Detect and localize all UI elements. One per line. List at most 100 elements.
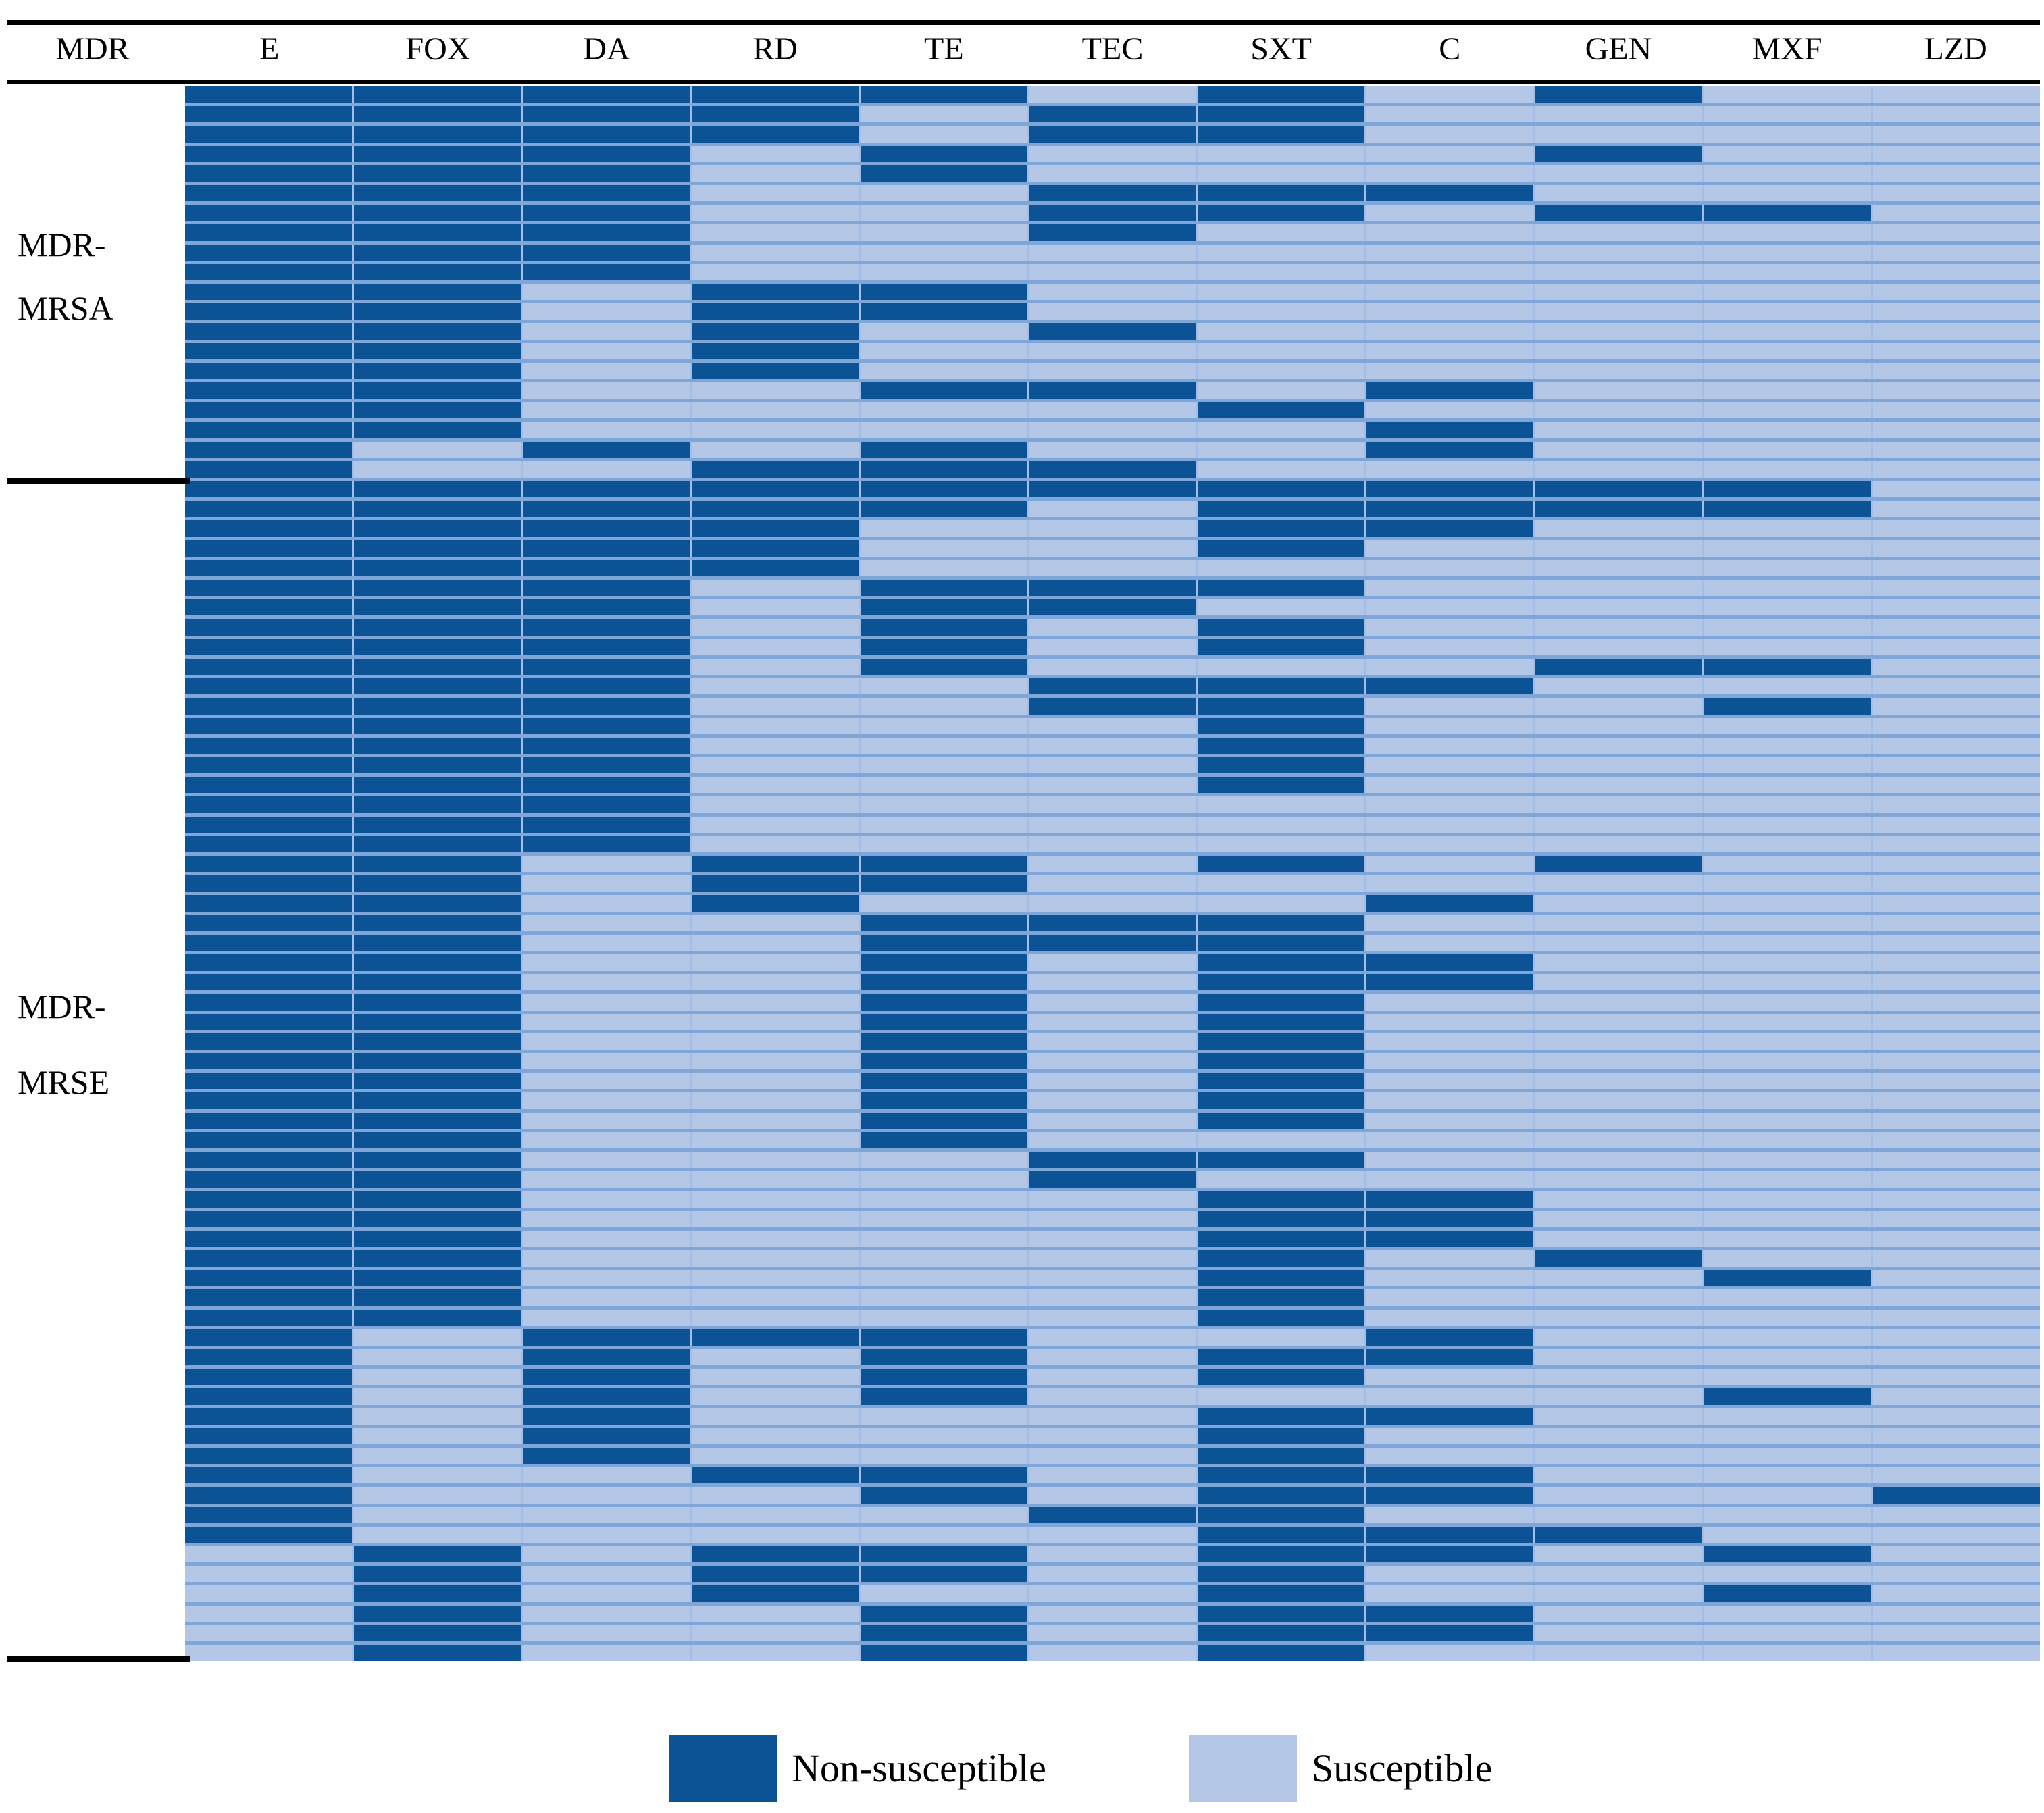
cell-susceptible bbox=[1873, 757, 2040, 774]
heatmap-row-mdr-mrse bbox=[185, 1052, 2040, 1070]
cell-non-susceptible bbox=[1198, 1033, 1365, 1050]
cell-non-susceptible bbox=[185, 205, 352, 222]
cell-susceptible bbox=[1029, 1329, 1196, 1346]
cell-susceptible bbox=[1366, 796, 1534, 813]
cell-susceptible bbox=[1366, 1171, 1534, 1188]
cell-non-susceptible bbox=[185, 559, 352, 577]
heatmap-row-mdr-mrsa bbox=[185, 185, 2040, 202]
cell-susceptible bbox=[860, 1230, 1027, 1247]
cell-susceptible bbox=[691, 638, 859, 655]
cell-non-susceptible bbox=[522, 619, 690, 636]
cell-non-susceptible bbox=[1198, 954, 1365, 971]
cell-susceptible bbox=[1704, 1289, 1872, 1306]
heatmap-row-mdr-mrse bbox=[185, 816, 2040, 833]
cell-susceptible bbox=[1366, 757, 1534, 774]
cell-non-susceptible bbox=[1198, 1073, 1365, 1090]
cell-susceptible bbox=[860, 1151, 1027, 1169]
cell-non-susceptible bbox=[691, 855, 859, 873]
cell-non-susceptible bbox=[860, 1546, 1027, 1563]
cell-susceptible bbox=[185, 1546, 352, 1563]
cell-non-susceptible bbox=[1366, 1349, 1534, 1366]
cell-non-susceptible bbox=[353, 1289, 521, 1306]
cell-susceptible bbox=[522, 461, 690, 478]
cell-non-susceptible bbox=[522, 717, 690, 734]
cell-non-susceptible bbox=[860, 1349, 1027, 1366]
cell-susceptible bbox=[691, 422, 859, 438]
cell-susceptible bbox=[1535, 698, 1703, 715]
heatmap-row-mdr-mrsa bbox=[185, 284, 2040, 301]
cell-susceptible bbox=[1366, 737, 1534, 754]
cell-susceptible bbox=[1366, 1309, 1534, 1326]
heatmap-row-mdr-mrse bbox=[185, 540, 2040, 557]
cell-non-susceptible bbox=[1198, 855, 1365, 873]
cell-non-susceptible bbox=[185, 915, 352, 931]
cell-susceptible bbox=[1873, 501, 2040, 517]
cell-susceptible bbox=[1366, 145, 1534, 162]
cell-non-susceptible bbox=[691, 895, 859, 912]
cell-susceptible bbox=[1029, 974, 1196, 991]
cell-susceptible bbox=[860, 362, 1027, 380]
cell-non-susceptible bbox=[522, 836, 690, 852]
cell-susceptible bbox=[1704, 185, 1872, 202]
cell-non-susceptible bbox=[522, 816, 690, 833]
cell-susceptible bbox=[1535, 1408, 1703, 1425]
cell-susceptible bbox=[691, 1369, 859, 1385]
cell-susceptible bbox=[1704, 1052, 1872, 1070]
cell-non-susceptible bbox=[185, 362, 352, 380]
cell-susceptible bbox=[1366, 1112, 1534, 1129]
cell-susceptible bbox=[1366, 1131, 1534, 1148]
cell-susceptible bbox=[691, 836, 859, 852]
cell-susceptible bbox=[1198, 796, 1365, 813]
cell-non-susceptible bbox=[522, 559, 690, 577]
cell-non-susceptible bbox=[1198, 678, 1365, 695]
cell-non-susceptible bbox=[522, 126, 690, 143]
cell-susceptible bbox=[1029, 1369, 1196, 1385]
cell-susceptible bbox=[1366, 1151, 1534, 1169]
cell-non-susceptible bbox=[1366, 1408, 1534, 1425]
cell-susceptible bbox=[1366, 1033, 1534, 1050]
cell-susceptible bbox=[1366, 244, 1534, 261]
cell-susceptible bbox=[1873, 1645, 2040, 1662]
cell-susceptible bbox=[1198, 441, 1365, 458]
cell-susceptible bbox=[522, 954, 690, 971]
heatmap-row-mdr-mrse bbox=[185, 1427, 2040, 1445]
cell-susceptible bbox=[522, 1151, 690, 1169]
cell-susceptible bbox=[1873, 145, 2040, 162]
cell-non-susceptible bbox=[353, 402, 521, 419]
cell-non-susceptible bbox=[353, 836, 521, 852]
cell-susceptible bbox=[1704, 1112, 1872, 1129]
cell-non-susceptible bbox=[185, 1131, 352, 1148]
cell-susceptible bbox=[1873, 185, 2040, 202]
cell-susceptible bbox=[1873, 165, 2040, 182]
cell-susceptible bbox=[691, 1309, 859, 1326]
cell-susceptible bbox=[1704, 1506, 1872, 1523]
cell-non-susceptible bbox=[353, 520, 521, 537]
cell-non-susceptible bbox=[1198, 1349, 1365, 1366]
cell-non-susceptible bbox=[860, 501, 1027, 517]
heatmap-row-mdr-mrse bbox=[185, 501, 2040, 517]
cell-susceptible bbox=[1198, 1131, 1365, 1148]
cell-susceptible bbox=[1029, 855, 1196, 873]
cell-non-susceptible bbox=[691, 106, 859, 123]
cell-non-susceptible bbox=[1198, 86, 1365, 103]
cell-non-susceptible bbox=[185, 1487, 352, 1504]
cell-non-susceptible bbox=[1704, 658, 1872, 675]
cell-non-susceptible bbox=[1535, 86, 1703, 103]
cell-non-susceptible bbox=[185, 106, 352, 123]
cell-non-susceptible bbox=[185, 1210, 352, 1227]
cell-non-susceptible bbox=[1535, 481, 1703, 498]
cell-susceptible bbox=[691, 1033, 859, 1050]
cell-non-susceptible bbox=[353, 323, 521, 340]
cell-non-susceptible bbox=[1873, 1487, 2040, 1504]
heatmap-row-mdr-mrse bbox=[185, 1349, 2040, 1366]
cell-non-susceptible bbox=[860, 1092, 1027, 1109]
cell-susceptible bbox=[1704, 303, 1872, 320]
cell-non-susceptible bbox=[353, 638, 521, 655]
cell-susceptible bbox=[1873, 895, 2040, 912]
cell-non-susceptible bbox=[1029, 915, 1196, 931]
cell-non-susceptible bbox=[860, 994, 1027, 1011]
cell-non-susceptible bbox=[353, 1112, 521, 1129]
cell-non-susceptible bbox=[1366, 382, 1534, 399]
cell-non-susceptible bbox=[185, 145, 352, 162]
cell-susceptible bbox=[691, 1073, 859, 1090]
